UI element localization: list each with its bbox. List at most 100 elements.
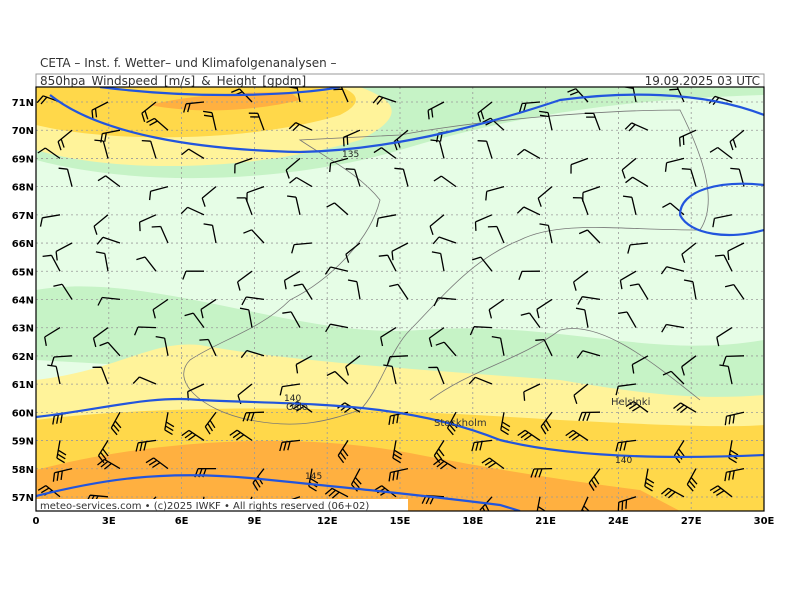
wind-barb: [326, 202, 349, 216]
wind-barb: [681, 242, 697, 264]
wind-barb: [93, 214, 109, 235]
wind-barb: [570, 157, 589, 174]
wind-barb: [661, 323, 685, 333]
wind-barb: [92, 366, 109, 385]
wind-barb: [55, 242, 73, 261]
wind-barb: [295, 355, 313, 374]
wind-barb: [151, 225, 169, 244]
wind-barb: [536, 298, 553, 319]
wind-barb: [588, 468, 601, 491]
wind-barb: [388, 411, 409, 426]
wind-barb: [474, 214, 493, 231]
wind-barb: [631, 355, 649, 374]
wind-barb: [376, 214, 397, 228]
wind-barb: [99, 341, 121, 357]
city-label: Stockholm: [434, 418, 487, 429]
wind-barb: [141, 139, 157, 159]
wind-barb: [95, 251, 109, 272]
wind-barb: [394, 167, 409, 187]
wind-barbs: [36, 87, 745, 511]
wind-barb: [673, 402, 697, 414]
wind-barb: [621, 157, 637, 179]
wind-barb: [576, 350, 601, 359]
city-label: Oslo: [286, 402, 308, 413]
wind-barb: [53, 283, 73, 300]
wind-barb: [181, 148, 205, 159]
wind-barb: [282, 311, 301, 328]
wind-barb: [487, 225, 505, 244]
wind-barb: [516, 148, 541, 159]
city-label: Helsinki: [611, 397, 650, 408]
height-contour: [36, 474, 521, 511]
wind-barb: [242, 411, 265, 422]
wind-barb: [347, 279, 361, 300]
wind-barb: [722, 355, 745, 366]
wind-barb: [37, 147, 61, 159]
wind-barb: [428, 327, 445, 347]
wind-barb: [516, 206, 541, 216]
lon-label: 21E: [535, 516, 556, 527]
wind-barb: [325, 323, 349, 333]
lat-label: 61N: [12, 380, 34, 391]
lat-label: 64N: [12, 296, 34, 307]
wind-barb: [203, 110, 217, 131]
wind-barb: [500, 412, 511, 436]
wind-barb: [622, 195, 637, 215]
lat-label: 67N: [12, 211, 34, 222]
wind-barb: [42, 254, 61, 272]
wind-barb: [709, 485, 733, 498]
wind-barb: [536, 496, 547, 511]
wind-barb: [57, 129, 73, 151]
org-title: CETA – Inst. f. Wetter– und Klimafolgena…: [40, 56, 337, 70]
lat-label: 66N: [12, 239, 34, 250]
height-contour: [678, 182, 764, 237]
wind-barb: [644, 468, 655, 492]
wind-barb: [625, 400, 649, 413]
lat-label: 60N: [12, 408, 34, 419]
footer: meteo-services.com • (c)2025 IWKF • All …: [40, 501, 369, 512]
wind-barb: [567, 88, 589, 103]
wind-barb: [345, 242, 361, 263]
wind-barb: [540, 411, 553, 435]
wind-barb: [148, 185, 169, 201]
wind-barb: [433, 297, 457, 307]
wind-barb: [468, 376, 493, 385]
wind-barb: [471, 256, 493, 272]
wind-barb: [662, 202, 685, 216]
wind-barb: [345, 168, 361, 187]
wind-barb: [236, 197, 253, 216]
wind-barb: [333, 87, 349, 103]
wind-barb: [573, 383, 589, 405]
lon-label: 0: [33, 516, 40, 527]
wind-barb: [288, 122, 313, 132]
wind-barb: [537, 186, 553, 207]
wind-barb: [342, 129, 361, 147]
wind-barb: [716, 327, 733, 347]
wind-barb: [681, 355, 697, 376]
lat-label: 70N: [12, 126, 34, 137]
height-contour: [99, 87, 341, 97]
lat-label: 62N: [12, 352, 34, 363]
wind-barb: [97, 175, 121, 188]
wind-barb: [615, 439, 637, 452]
wind-barb: [194, 467, 217, 478]
wind-barb: [184, 312, 205, 328]
wind-barb: [96, 236, 121, 245]
map-area: 135 140 140 145 Oslo Stockholm Helsinki …: [36, 87, 764, 512]
wind-barb: [435, 341, 457, 357]
wind-barb: [430, 139, 445, 159]
lon-label: 15E: [390, 516, 411, 527]
wind-barb: [530, 467, 553, 478]
wind-barb: [580, 496, 590, 511]
wind-barb: [152, 298, 169, 319]
wind-barb: [683, 279, 697, 300]
wind-barb: [135, 439, 157, 452]
wind-barb: [539, 110, 553, 131]
wind-barb: [431, 251, 445, 272]
wind-barb: [248, 112, 265, 131]
wind-barb: [724, 467, 745, 482]
lat-label: 65N: [12, 267, 34, 278]
wind-barb: [520, 312, 541, 328]
wind-barb: [145, 457, 169, 470]
